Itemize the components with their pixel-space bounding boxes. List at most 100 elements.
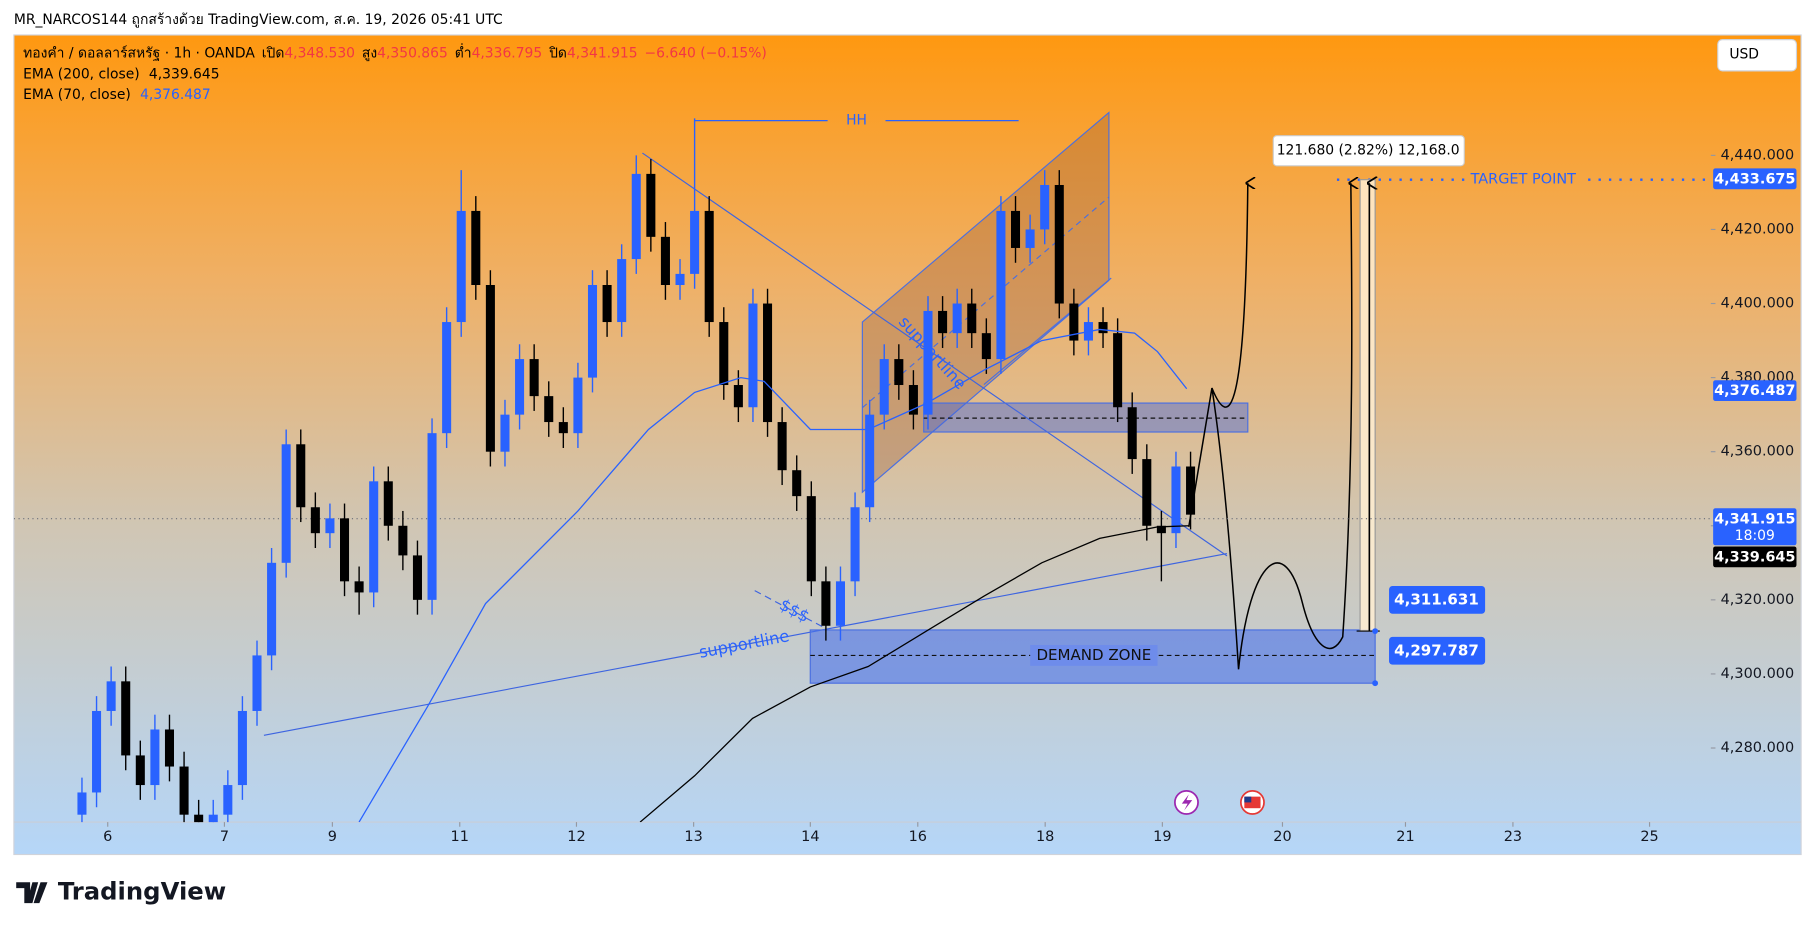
y-tick-label: 4,440.000 — [1721, 147, 1795, 163]
candle-body — [252, 655, 262, 711]
symbol: ทองคำ / ดอลลาร์สหรัฐ · 1h · OANDA — [23, 44, 255, 61]
candle-body — [894, 359, 904, 386]
overlay: 121.680 (2.82%) 12,168.0 4,311.631 4,297… — [23, 39, 1798, 815]
x-tick-label: 11 — [451, 829, 469, 845]
x-tick-label: 19 — [1153, 829, 1171, 845]
candle-body — [821, 581, 831, 626]
candle-body — [850, 507, 860, 582]
projection-path — [1188, 183, 1352, 670]
ema-name: EMA (70, close) — [23, 87, 131, 103]
candle-body — [806, 496, 816, 582]
candle-body — [398, 525, 408, 556]
y-tick-label: 4,420.000 — [1721, 221, 1795, 237]
candle-body — [777, 422, 787, 471]
candle-body — [194, 814, 204, 823]
candle-body — [77, 792, 87, 815]
price-tag — [1713, 380, 1797, 402]
candle-body — [646, 173, 656, 237]
level-label: 4,311.631 — [1394, 590, 1479, 608]
candle-body — [879, 359, 889, 415]
candle-body — [223, 785, 233, 815]
candle-body — [938, 310, 948, 334]
x-tick-label: 9 — [328, 829, 337, 845]
ema-value: 4,339.645 — [149, 66, 220, 82]
candle-body — [1186, 466, 1196, 515]
candle-body — [310, 507, 320, 534]
candle-body — [675, 273, 685, 286]
x-tick-label: 25 — [1640, 829, 1658, 845]
candle-body — [981, 333, 991, 360]
price-tag-label: 4,376.487 — [1714, 383, 1795, 399]
ohlc-label: ปิด — [549, 45, 567, 61]
price-tag-label: 4,339.645 — [1714, 549, 1795, 565]
level-label: 4,297.787 — [1394, 641, 1479, 659]
ema-name: EMA (200, close) — [23, 66, 140, 82]
channel-line — [983, 277, 1112, 385]
x-tick-label: 18 — [1036, 829, 1054, 845]
logo-mark — [16, 882, 48, 904]
candle-body — [602, 285, 612, 323]
candle-body — [237, 710, 247, 786]
candle-body — [690, 210, 700, 274]
x-tick-label: 23 — [1504, 829, 1522, 845]
x-tick-label: 20 — [1273, 829, 1291, 845]
candle-body — [281, 444, 291, 563]
candle-body — [1040, 184, 1050, 230]
candle-body — [150, 729, 160, 786]
candle-body — [587, 285, 598, 378]
price-tag — [1713, 168, 1797, 190]
candle-body — [923, 310, 933, 415]
level-tag — [1389, 636, 1486, 665]
ema-value: 4,376.487 — [140, 87, 211, 103]
x-tick-label: 12 — [567, 829, 585, 845]
series-layer — [13, 118, 1711, 823]
candle-body — [704, 210, 714, 323]
candle-body — [1156, 525, 1166, 534]
candle-body — [792, 470, 802, 497]
candle-body — [179, 766, 189, 815]
event-flag — [1244, 796, 1252, 803]
x-tick-label: 14 — [801, 829, 819, 845]
currency-button[interactable] — [1717, 39, 1798, 72]
currency-label: USD — [1729, 47, 1759, 63]
event-icon-glyph — [1181, 794, 1193, 811]
y-tick-label: 4,320.000 — [1721, 592, 1795, 608]
level-point — [1372, 680, 1379, 687]
measure-label: 121.680 (2.82%) 12,168.0 — [1277, 143, 1460, 159]
level-tag — [1389, 585, 1486, 614]
candle-body — [383, 481, 393, 526]
price-tag-label: 4,433.675 — [1714, 171, 1795, 187]
ema-line — [358, 328, 1188, 823]
candle-body — [369, 481, 379, 593]
candle-body — [763, 303, 773, 423]
measure-box — [1359, 179, 1376, 632]
candle-body — [733, 385, 743, 408]
countdown: 18:09 — [1735, 528, 1775, 544]
candle-body — [631, 173, 641, 260]
ohlc-label: เปิด — [262, 45, 285, 61]
ohlc-value: 4,336.795 — [472, 45, 543, 61]
candle-body — [106, 681, 116, 711]
candle-body — [471, 210, 481, 286]
candle-body — [1010, 210, 1021, 248]
support-line — [263, 552, 1228, 736]
x-tick-label: 6 — [103, 829, 112, 845]
measure-label-bg — [1272, 135, 1465, 167]
x-tick-label: 16 — [909, 829, 927, 845]
candle-body — [164, 729, 175, 767]
candle-body — [427, 433, 437, 600]
candle-body — [92, 710, 102, 793]
y-tick-label: 4,360.000 — [1721, 444, 1795, 460]
ohlc-label: สูง — [362, 45, 377, 61]
candle-body — [267, 562, 277, 656]
candle-body — [1171, 466, 1181, 534]
hh-label: HH — [846, 113, 867, 129]
candle-body — [573, 377, 583, 434]
candle-body — [617, 259, 627, 323]
candle-body — [529, 359, 539, 397]
price-tag — [1713, 546, 1797, 568]
candle-body — [1025, 229, 1035, 248]
x-tick-label: 13 — [684, 829, 702, 845]
ohlc: เปิด4,348.530 สูง4,350.865 ต่ำ4,336.795 ปิด… — [262, 43, 638, 61]
change: −6.640 (−0.15%) — [645, 45, 767, 61]
